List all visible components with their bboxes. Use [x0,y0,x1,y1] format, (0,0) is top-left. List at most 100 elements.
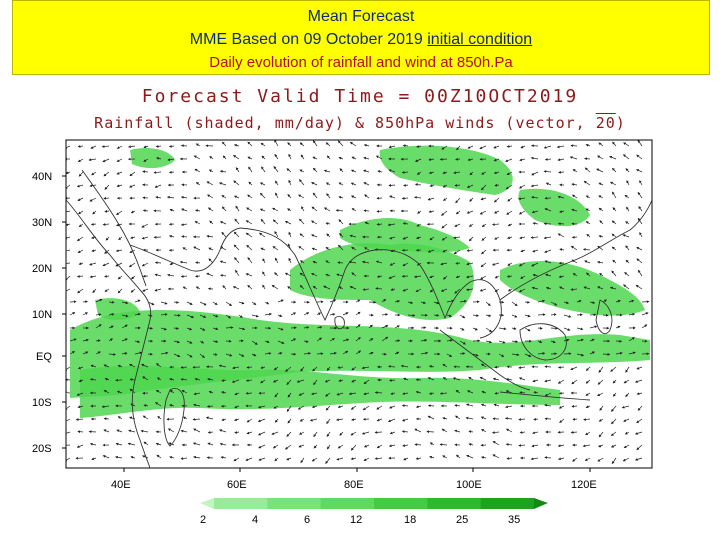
wind-arrow [611,457,617,465]
wind-arrow [387,418,396,423]
wind-arrow [533,391,539,394]
wind-arrow [235,167,240,173]
wind-arrow [402,288,409,292]
colorbar-segment [320,498,375,509]
wind-arrow [442,417,448,420]
wind-arrow [156,454,162,459]
wind-arrow [95,339,101,343]
wind-arrow [234,392,240,396]
wind-arrow [389,262,396,266]
wind-arrow [506,145,513,148]
wind-arrow [376,405,383,410]
wind-arrow [95,298,103,303]
wind-arrow [325,273,331,277]
wind-arrow [297,405,305,410]
wind-arrow [339,168,344,173]
coast-sri-lanka [334,315,345,330]
plot-subtitle: Rainfall (shaded, mm/day) & 850hPa winds… [0,114,720,132]
wind-arrow [143,145,149,149]
wind-arrow [299,272,305,277]
wind-arrow [180,457,188,460]
wind-arrow [157,415,162,420]
wind-arrow [634,457,643,461]
wind-arrow [248,166,253,173]
wind-arrow [338,219,344,225]
wind-arrow [261,166,266,173]
wind-arrow [402,262,409,267]
initial-condition-link[interactable]: initial condition [427,31,533,48]
wind-arrow [394,351,400,355]
wind-arrow [388,183,396,187]
wind-arrow [131,275,136,280]
wind-arrow [296,379,305,383]
wind-arrow [544,260,552,264]
wind-arrow [274,140,279,147]
wind-arrow [245,391,253,395]
wind-arrow [532,431,539,435]
wind-arrow [182,416,188,420]
wind-arrow [584,157,591,161]
wind-arrow [205,416,214,420]
wind-arrow [598,142,604,147]
wind-arrow [465,416,474,420]
wind-arrow [543,145,552,149]
wind-arrow [313,431,318,438]
wind-arrow [338,233,344,238]
wind-arrow [186,353,193,358]
wind-arrow [416,145,422,148]
wind-arrow [491,223,500,226]
wind-arrow [207,207,214,212]
wind-arrow [638,206,643,212]
wind-arrow [288,257,292,264]
wind-arrow [530,156,539,160]
wind-arrow [401,171,409,174]
wind-arrow [467,145,474,149]
wind-arrow [77,366,84,370]
wind-arrow [636,392,643,395]
wind-arrow [155,389,162,394]
wind-arrow [325,142,331,147]
wind-arrow [493,210,500,214]
wind-arrow [277,299,284,303]
wind-arrow [311,234,318,238]
lat-label-10n: 10N [32,309,52,321]
wind-arrow [518,288,526,293]
wind-arrow [274,392,279,398]
wind-arrow [537,340,543,343]
wind-arrow [336,392,344,396]
wind-arrow [530,184,539,188]
wind-arrow [311,457,318,462]
wind-arrow [286,405,292,412]
wind-arrow [493,197,500,203]
wind-arrow [556,145,565,149]
wind-arrow [284,272,292,277]
colorbar-segment [267,498,322,509]
wind-arrow [247,141,253,147]
wind-arrow [221,206,227,212]
wind-arrow [103,364,110,368]
wind-arrow [507,262,513,266]
wind-arrow [212,353,218,356]
wind-arrow [403,183,409,187]
wind-arrow [290,338,297,342]
wind-arrow [375,260,383,264]
wind-arrow [481,390,487,394]
wind-arrow [336,273,344,277]
wind-arrow [545,182,552,186]
wind-arrow [585,392,591,396]
wind-arrow [442,455,448,459]
wind-arrow [452,377,461,381]
wind-arrow [589,351,596,355]
wind-arrow [186,340,193,344]
wind-arrow [194,377,201,381]
wind-arrow [455,157,461,161]
wind-arrow [206,404,214,408]
wind-arrow [128,145,136,149]
wind-arrow [257,418,266,423]
wind-arrow [433,301,440,305]
wind-arrow [141,262,149,267]
wind-arrow [454,223,461,227]
wind-arrow [325,260,331,264]
wind-arrow [530,236,539,239]
wind-arrow [232,366,240,370]
